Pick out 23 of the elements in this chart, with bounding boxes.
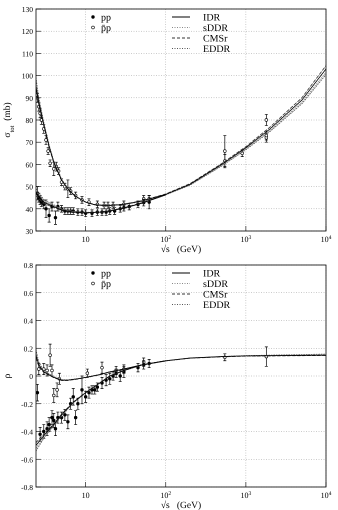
legend-label: EDDR (203, 44, 231, 55)
x-tick-label: 10$^{3}$ (240, 491, 252, 500)
x-tick-label: 10 (82, 491, 90, 500)
legend-label: IDR (203, 12, 221, 24)
x-tick-label: 10$^{3}$ (240, 235, 252, 244)
x-tick-label: 10$^{4}$ (320, 491, 332, 500)
legend-label: CMSr (203, 290, 228, 300)
x-axis-title: √s (GeV) (160, 244, 202, 255)
legend-label: CMSr (203, 34, 228, 44)
x-tick-label: 10$^{2}$ (160, 491, 172, 500)
legend-label: EDDR (203, 300, 231, 311)
x-tick-label: 10$^{2}$ (160, 235, 172, 244)
x-axis-title: √s (GeV) (160, 500, 202, 510)
legend-label: pp (101, 268, 111, 280)
y-axis-title: ρ (3, 373, 13, 378)
legend-label: pp (101, 12, 111, 24)
legend-label: sDDR (203, 279, 228, 290)
x-tick-label: 10$^{4}$ (320, 235, 332, 244)
legend-label: p̄p (101, 23, 111, 34)
legend-label: IDR (203, 268, 221, 280)
x-tick-label: 10 (82, 235, 90, 244)
legend-label: p̄p (101, 279, 111, 290)
legend-label: sDDR (203, 23, 228, 34)
